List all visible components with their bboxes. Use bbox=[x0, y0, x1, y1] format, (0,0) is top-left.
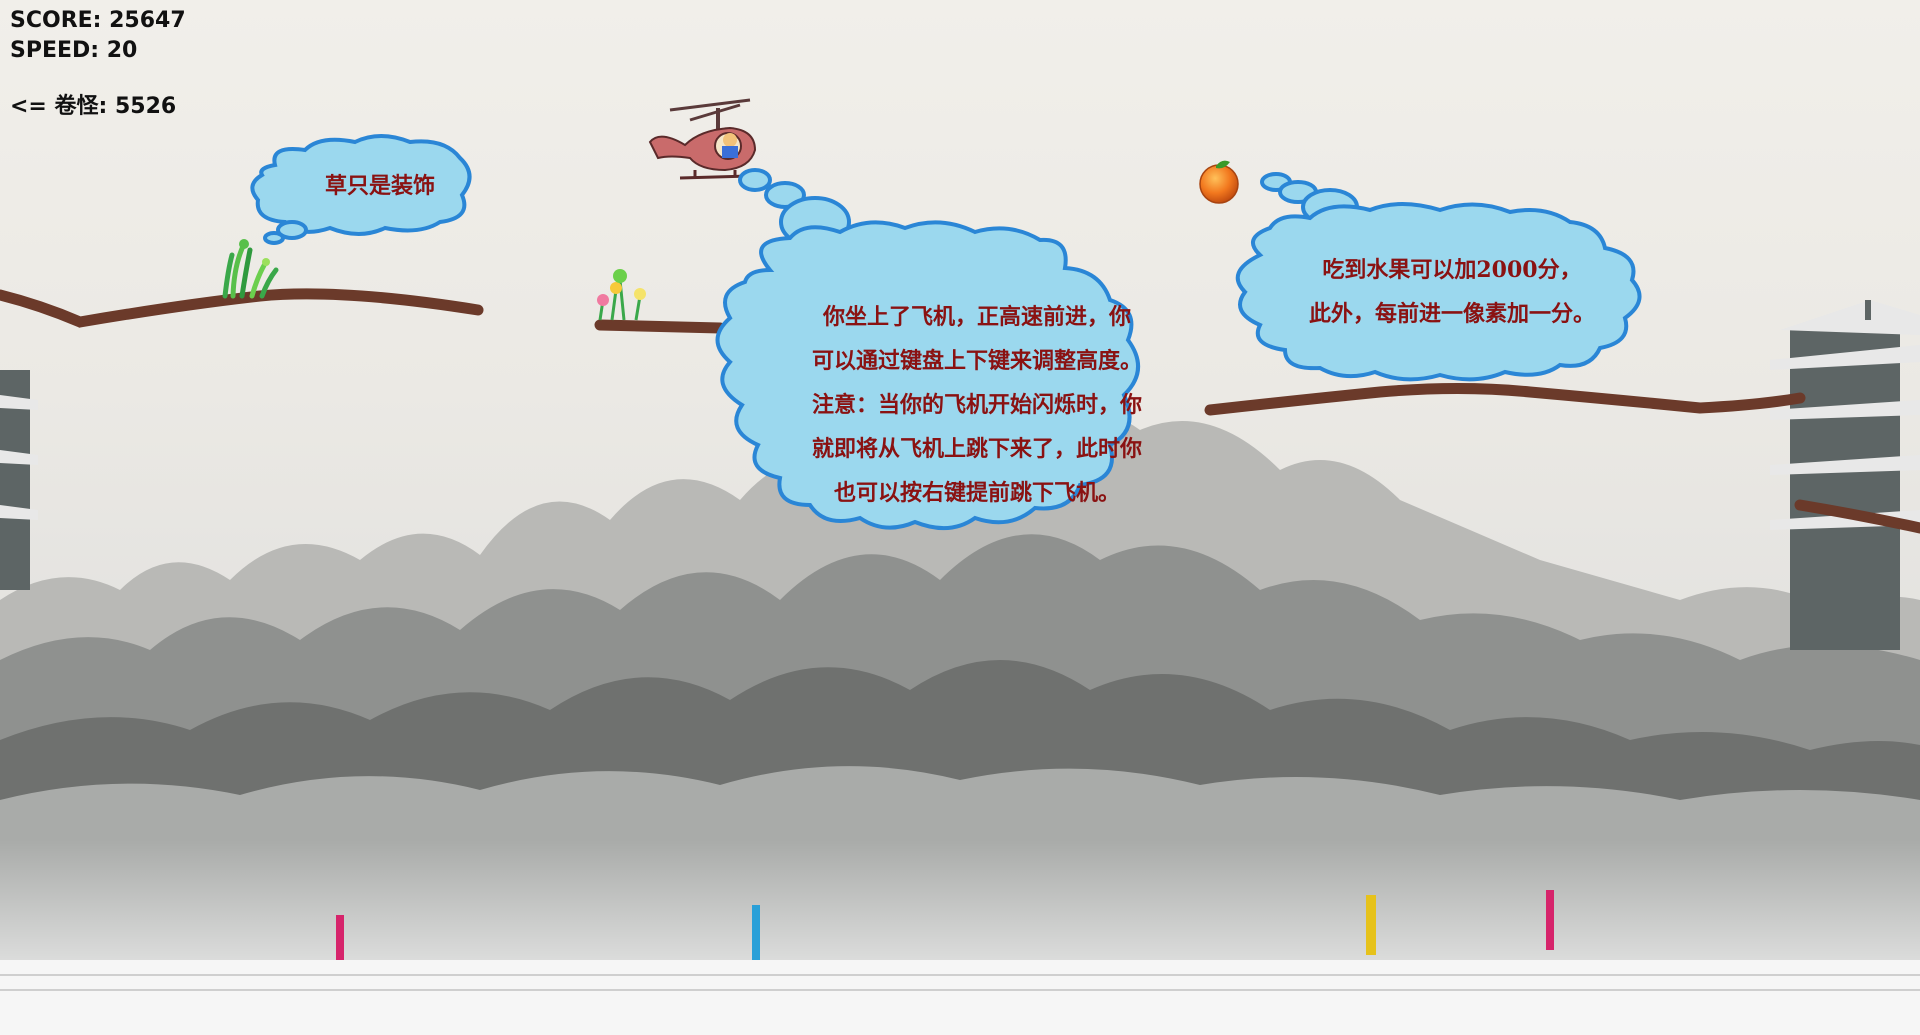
grass-icon bbox=[222, 239, 279, 299]
ground-segment bbox=[1794, 499, 1920, 534]
ground-segment bbox=[0, 288, 484, 328]
fruit-bubble-text: 吃到水果可以加2000分， 此外，每前进一像素加一分。 bbox=[1308, 257, 1595, 327]
orange-fruit-icon[interactable] bbox=[1199, 160, 1239, 204]
grass-bubble-text: 草只是装饰 bbox=[324, 173, 435, 199]
ground-segment bbox=[594, 319, 726, 334]
speed-display: SPEED: 20 bbox=[10, 38, 138, 63]
cloud-bubble-grass bbox=[250, 134, 472, 245]
ground-segment bbox=[1204, 383, 1806, 416]
snowy-forest-background bbox=[0, 410, 1920, 1035]
cloud-bubble-fruit bbox=[1235, 172, 1642, 382]
cloud-bubble-plane bbox=[715, 168, 1141, 531]
pagoda-icon bbox=[0, 370, 38, 590]
score-display: SCORE: 25647 bbox=[10, 8, 186, 33]
flowers-icon bbox=[597, 269, 646, 321]
plane-bubble-text: 你坐上了飞机，正高速前进，你 可以通过键盘上下键来调整高度。 注意：当你的飞机开… bbox=[811, 304, 1142, 506]
helicopter-icon bbox=[648, 98, 757, 180]
ground-platforms bbox=[0, 288, 1920, 534]
monster-distance-display: <= 卷怪: 5526 bbox=[10, 94, 177, 119]
pagoda-icon bbox=[1770, 300, 1920, 650]
